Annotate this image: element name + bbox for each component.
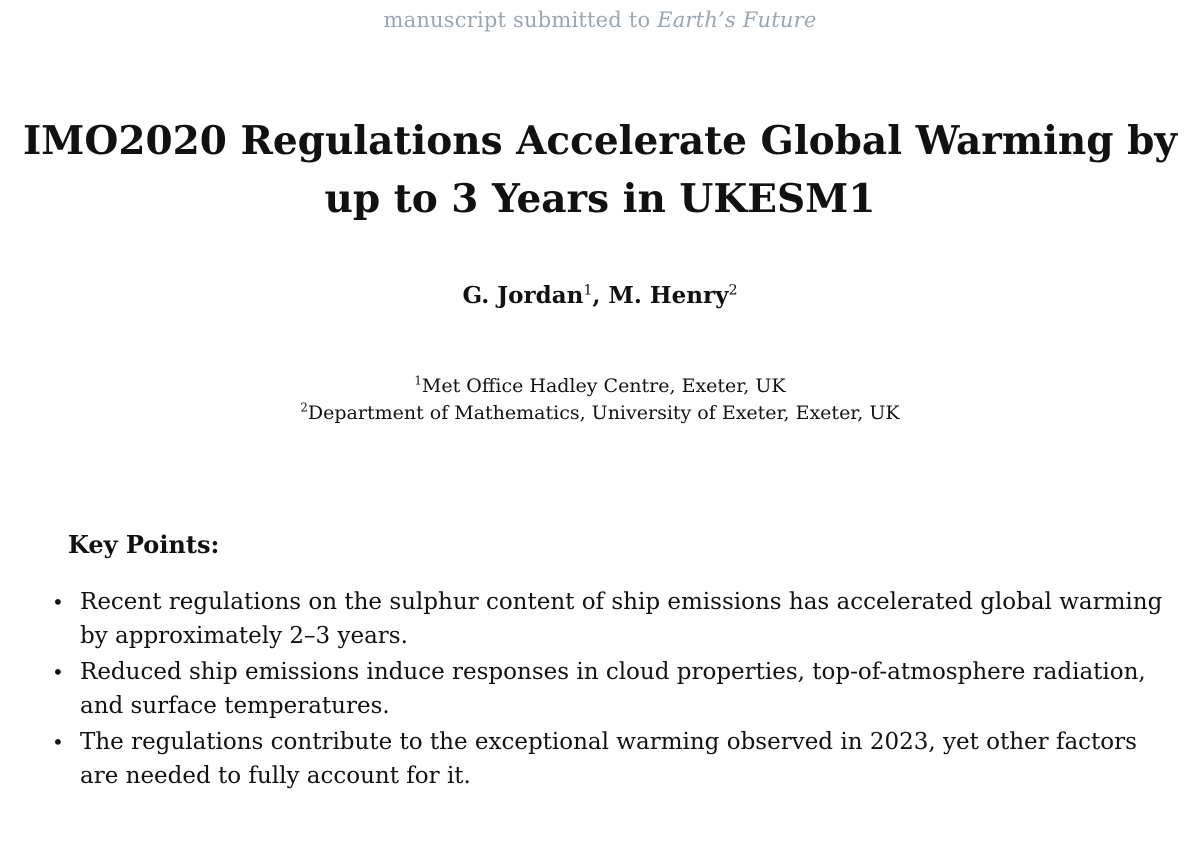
affiliation-item: 1Met Office Hadley Centre, Exeter, UK	[0, 373, 1200, 400]
bullet-icon: •	[52, 590, 64, 614]
key-point-text: Reduced ship emissions induce responses …	[80, 659, 1146, 719]
journal-name: Earth’s Future	[657, 8, 817, 32]
header-prefix: manuscript submitted to	[383, 8, 658, 32]
affiliation-number: 1	[414, 373, 422, 388]
author-name: G. Jordan	[462, 282, 584, 309]
key-points-list: • Recent regulations on the sulphur cont…	[44, 585, 1174, 795]
key-point-item: • Reduced ship emissions induce response…	[44, 655, 1174, 723]
key-point-item: • Recent regulations on the sulphur cont…	[44, 585, 1174, 653]
affiliation-item: 2Department of Mathematics, University o…	[0, 400, 1200, 427]
key-point-text: Recent regulations on the sulphur conten…	[80, 589, 1163, 649]
affiliation-number: 2	[300, 400, 308, 415]
key-points-heading: Key Points:	[68, 530, 220, 559]
title-line-1: IMO2020 Regulations Accelerate Global Wa…	[22, 118, 1178, 164]
affiliation-text: Met Office Hadley Centre, Exeter, UK	[421, 375, 786, 397]
author-separator: ,	[592, 282, 609, 309]
paper-title: IMO2020 Regulations Accelerate Global Wa…	[20, 112, 1180, 228]
key-point-item: • The regulations contribute to the exce…	[44, 725, 1174, 793]
affiliation-text: Department of Mathematics, University of…	[307, 402, 900, 424]
author-affiliation-marker: 1	[583, 282, 593, 299]
author-list: G. Jordan1, M. Henry2	[0, 282, 1200, 309]
bullet-icon: •	[52, 730, 64, 754]
title-line-2: up to 3 Years in UKESM1	[324, 176, 876, 222]
manuscript-header: manuscript submitted to Earth’s Future	[0, 8, 1200, 32]
bullet-icon: •	[52, 660, 64, 684]
key-point-text: The regulations contribute to the except…	[80, 729, 1137, 789]
author-name: M. Henry	[608, 282, 729, 309]
author-affiliation-marker: 2	[728, 282, 738, 299]
affiliation-list: 1Met Office Hadley Centre, Exeter, UK 2D…	[0, 373, 1200, 427]
